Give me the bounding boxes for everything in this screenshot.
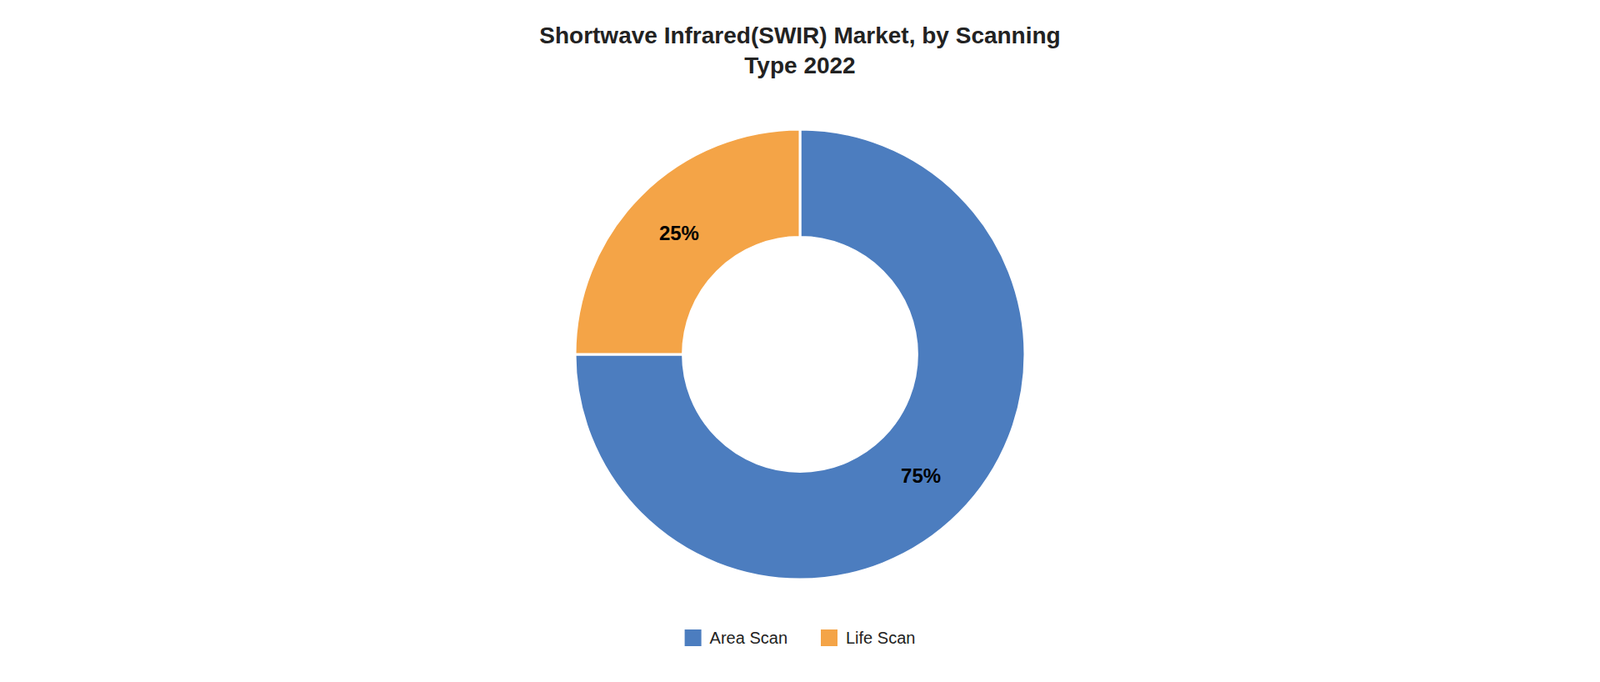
- legend-swatch: [685, 629, 702, 646]
- legend-swatch: [820, 629, 838, 646]
- data-labels: 75% 25%: [659, 221, 941, 486]
- data-label: 75%: [900, 464, 941, 487]
- legend-item: Area Scan: [685, 628, 788, 647]
- data-label: 25%: [659, 221, 700, 245]
- donut-slice: [575, 129, 1025, 580]
- legend: Area Scan Life Scan: [685, 628, 916, 647]
- chart-svg: Shortwave Infrared(SWIR) Market, by Scan…: [0, 0, 1600, 682]
- legend-item: Life Scan: [820, 628, 915, 647]
- chart-title: Shortwave Infrared(SWIR) Market, by Scan…: [539, 22, 1060, 79]
- chart-container: Shortwave Infrared(SWIR) Market, by Scan…: [0, 0, 1600, 682]
- slices: [575, 129, 1025, 580]
- donut-slice: [575, 129, 800, 355]
- legend-label: Life Scan: [845, 628, 915, 647]
- title-line: Shortwave Infrared(SWIR) Market, by Scan…: [539, 22, 1060, 49]
- title-line: Type 2022: [744, 52, 855, 79]
- legend-label: Area Scan: [710, 628, 788, 647]
